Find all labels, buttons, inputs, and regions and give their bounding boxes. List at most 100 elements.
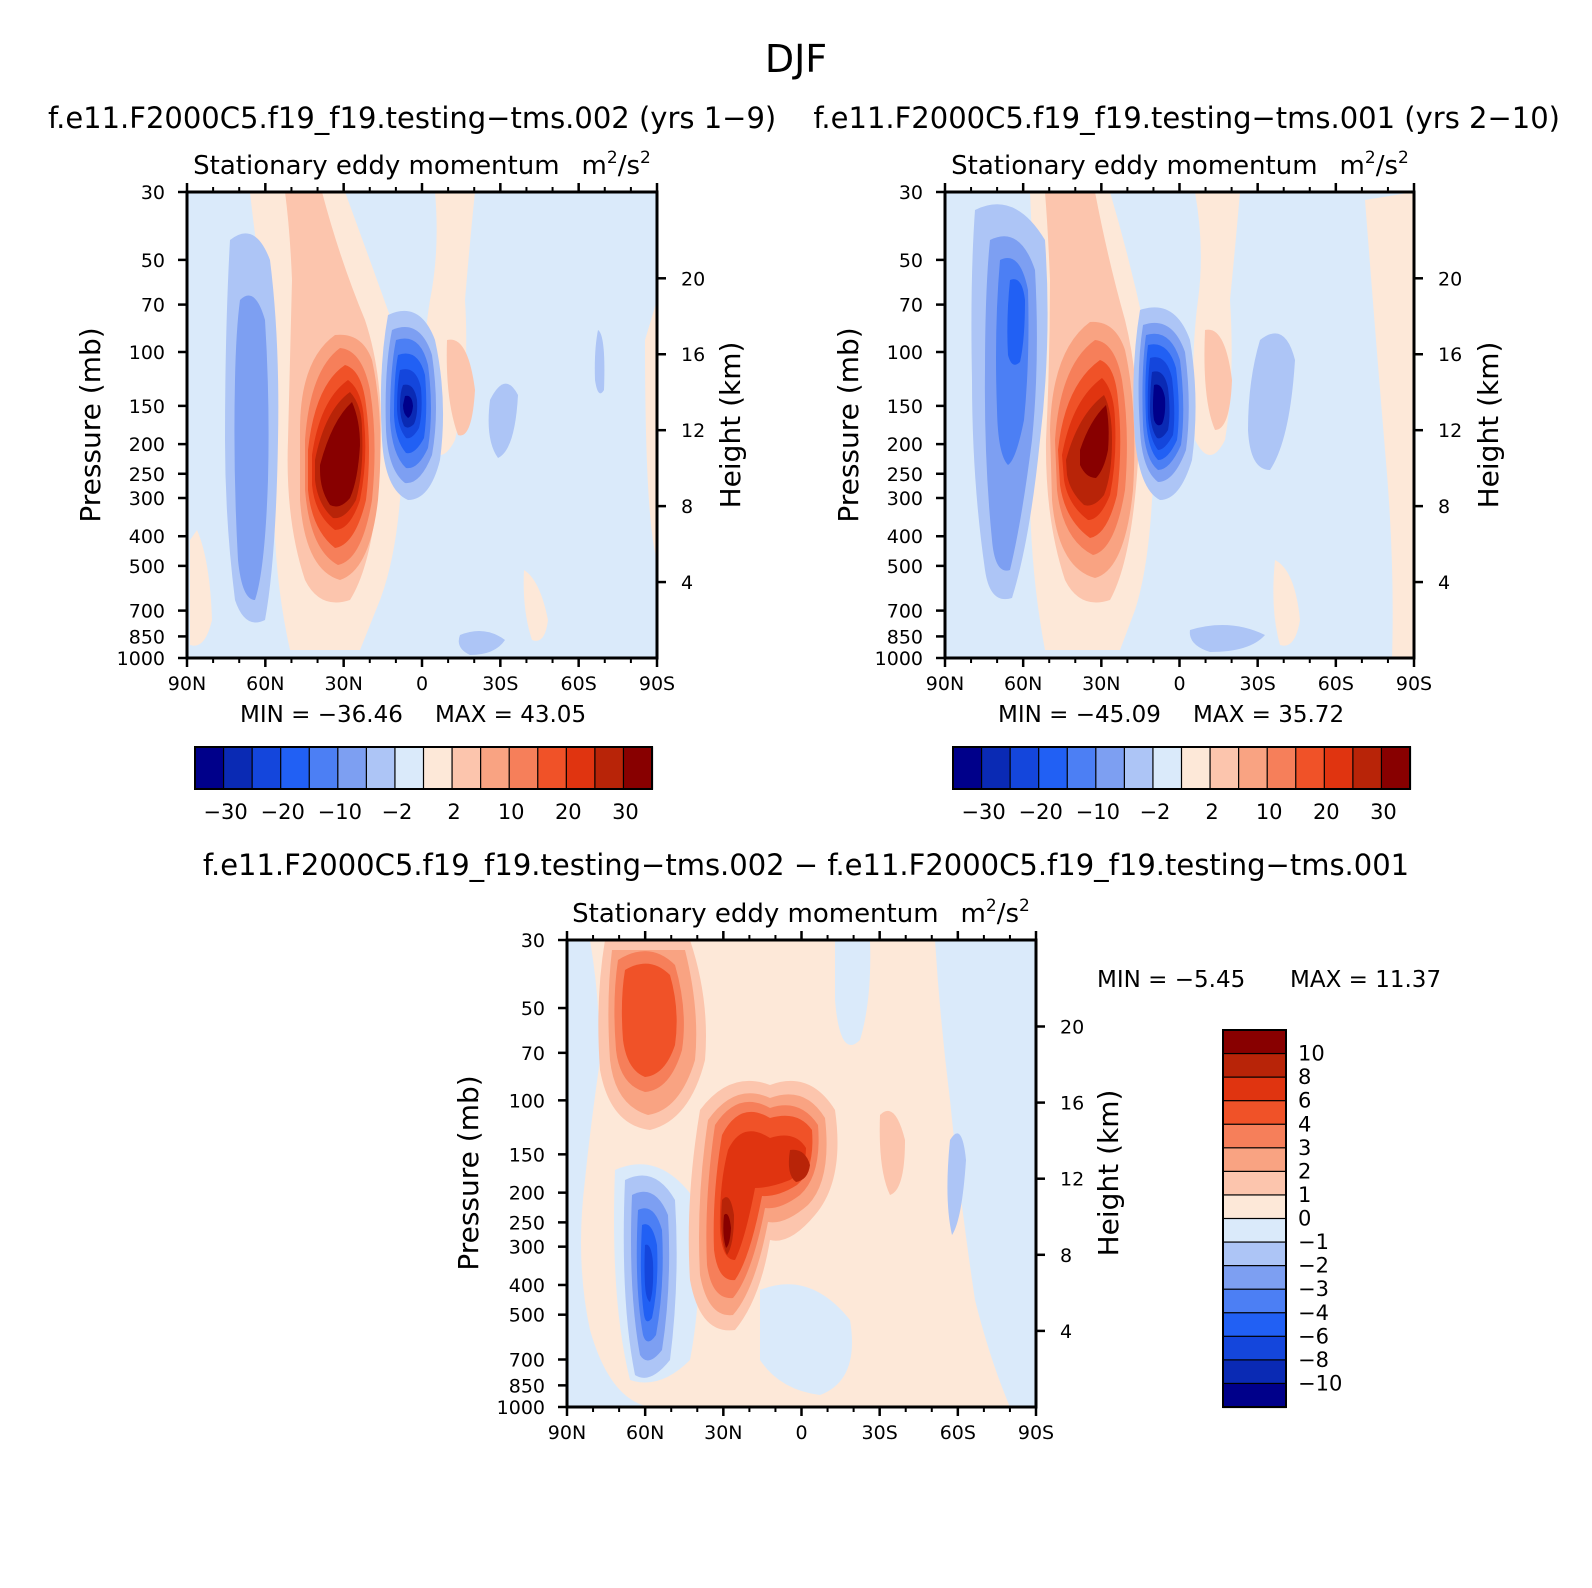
colorbar-swatch [508, 746, 539, 790]
y2-tick-label: 4 [681, 572, 693, 594]
panel-top-left: Stationary eddy momentum m2/s2 [74, 148, 747, 824]
colorbar-swatch [1180, 746, 1212, 790]
contour-negative-1e [594, 330, 605, 394]
x-tick-label: 90S [1396, 673, 1432, 695]
colorbar-swatch [222, 746, 254, 790]
contour-negative-2b [947, 1133, 966, 1235]
y-tick-label: 30 [521, 930, 545, 952]
min-label: MIN = −5.45 [1097, 967, 1245, 993]
contour-negative-7 [1153, 384, 1166, 426]
x-tick-label: 90S [1018, 1422, 1054, 1444]
axes: 90N 60N 30N 0 30S 60S 90S 30 50 70 100 150 200 250300… [875, 182, 1463, 695]
colorbar-swatch [1323, 746, 1354, 790]
y-tick-label: 100 [129, 342, 165, 364]
colorbar-swatch [1209, 746, 1240, 790]
colorbar-swatch [1222, 1029, 1287, 1055]
colorbar-swatch [565, 746, 596, 790]
colorbar-swatch [1152, 746, 1183, 790]
y-tick-label: 850 [887, 626, 923, 648]
y2-tick-label: 12 [1060, 1169, 1084, 1191]
colorbar-swatch [1009, 746, 1040, 790]
colorbar: −30 −20 −10 −2 2 10 20 30 [194, 746, 654, 824]
y-tick-label: 300 [887, 488, 923, 510]
contour-negative-6 [644, 1244, 654, 1302]
colorbar-swatch [1222, 1265, 1287, 1291]
contour-negative-1c [488, 383, 518, 458]
y-tick-label: 1000 [117, 648, 165, 670]
colorbar-swatch [1095, 746, 1126, 790]
contour-positive-1c [1273, 560, 1300, 646]
contour-negative-1c [760, 1284, 852, 1395]
y2-axis-label: Height (km) [714, 342, 747, 509]
colorbar-frame [952, 746, 1411, 790]
colorbar-label: −2 [1139, 800, 1170, 824]
colorbar-label: −2 [1298, 1254, 1329, 1278]
colorbar-label: −10 [1298, 1371, 1342, 1395]
colorbar-swatch [394, 746, 425, 790]
y-tick-label: 300 [129, 488, 165, 510]
colorbar-label: 20 [555, 800, 582, 824]
colorbar-label: 10 [1298, 1042, 1325, 1066]
colorbar-label: 1 [1298, 1183, 1311, 1207]
contour-negative-4 [1007, 279, 1025, 365]
axes: 90N 60N 30N 0 30S 60S 90S 30 50 70 100 150 200 250300… [117, 182, 706, 695]
y-tick-label: 500 [129, 556, 165, 578]
y-tick-label: 300 [509, 1237, 545, 1259]
colorbar-swatch [1380, 746, 1412, 790]
x-tick-label: 60S [561, 673, 597, 695]
plot-title: Stationary eddy momentum m2/s2 [951, 148, 1409, 181]
colorbar-swatch [1222, 1335, 1287, 1361]
y-tick-label: 700 [509, 1349, 545, 1371]
y-tick-label: 1000 [875, 648, 923, 670]
y-tick-label: 150 [129, 396, 165, 418]
y-tick-label: 70 [521, 1043, 545, 1065]
colorbar-label: 3 [1298, 1136, 1311, 1160]
contour-field [187, 192, 657, 658]
colorbar-swatch [308, 746, 339, 790]
colorbar-label: 30 [1370, 800, 1397, 824]
colorbar-swatch [1238, 746, 1269, 790]
panel-difference: Stationary eddy momentum m2/s2 [452, 896, 1441, 1444]
x-tick-label: 30N [324, 673, 362, 695]
y-tick-label: 200 [129, 434, 165, 456]
colorbar-label: −2 [381, 800, 412, 824]
y-tick-label: 1000 [497, 1397, 545, 1419]
x-tick-label: 30S [1240, 673, 1276, 695]
y-tick-label: 400 [129, 526, 165, 548]
colorbar: −30 −20 −10 −2 2 10 20 30 [952, 746, 1412, 824]
colorbar-swatch [594, 746, 625, 790]
colorbar-swatch [1222, 1194, 1287, 1220]
colorbar-swatch [537, 746, 568, 790]
y-tick-label: 850 [509, 1375, 545, 1397]
min-label: MIN = −45.09 [998, 702, 1161, 728]
contour-positive-6 [719, 1131, 806, 1260]
contour-negative-1e [935, 940, 1036, 1407]
x-tick-label: 30S [862, 1422, 898, 1444]
colorbar-swatch [1222, 1217, 1287, 1244]
x-tick-label: 30N [704, 1422, 742, 1444]
y-tick-label: 850 [129, 626, 165, 648]
y-tick-label: 150 [887, 396, 923, 418]
y-tick-label: 400 [887, 526, 923, 548]
colorbar-label: 4 [1298, 1112, 1311, 1136]
colorbar-label: −20 [1019, 800, 1063, 824]
x-tick-label: 90N [168, 673, 206, 695]
max-label: MAX = 35.72 [1193, 702, 1344, 728]
figure-title: DJF [765, 37, 827, 81]
y-tick-label: 250 [509, 1212, 545, 1234]
y2-tick-label: 4 [1060, 1321, 1072, 1343]
y-tick-label: 50 [141, 250, 165, 272]
colorbar-swatch [251, 746, 282, 790]
y2-axis-label: Height (km) [1472, 342, 1505, 509]
colorbar-label: −30 [203, 800, 247, 824]
y-tick-label: 50 [899, 250, 923, 272]
colorbar-swatch [1222, 1312, 1287, 1338]
x-tick-label: 30N [1082, 673, 1120, 695]
y-axis-label: Pressure (mb) [452, 1075, 485, 1270]
x-tick-label: 60N [626, 1422, 664, 1444]
colorbar-label: −1 [1298, 1230, 1329, 1254]
colorbar-swatch [1066, 746, 1097, 790]
colorbar-label: −20 [261, 800, 305, 824]
y-tick-label: 200 [887, 434, 923, 456]
colorbar-label: −10 [1076, 800, 1120, 824]
